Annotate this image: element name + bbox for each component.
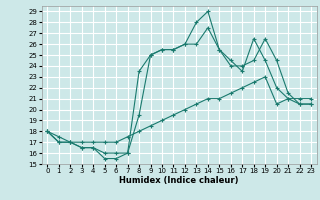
X-axis label: Humidex (Indice chaleur): Humidex (Indice chaleur) [119,176,239,185]
